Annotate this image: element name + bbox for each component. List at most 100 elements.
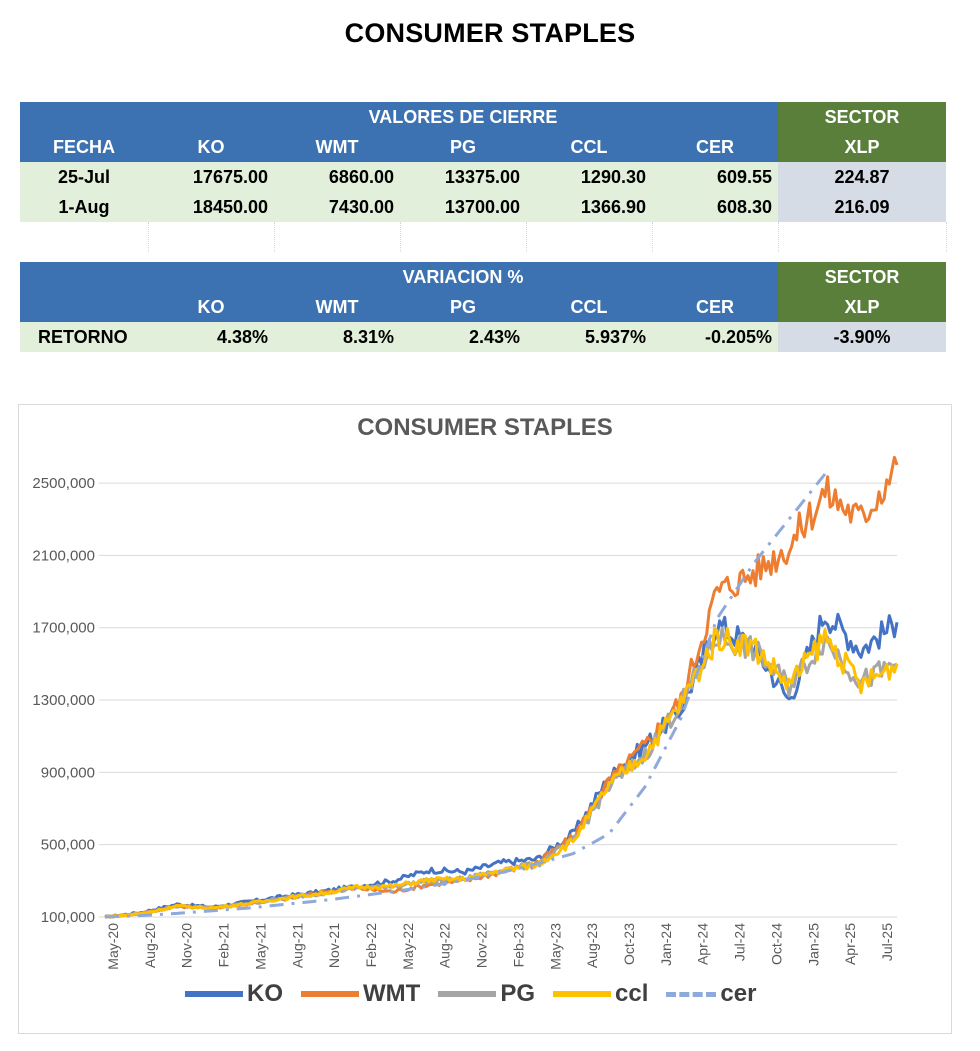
cell-xlp: 224.87 xyxy=(778,162,946,192)
chart-title: CONSUMER STAPLES xyxy=(357,414,613,441)
y-tick-label: 1300,000 xyxy=(32,692,95,709)
x-tick-label: Aug-23 xyxy=(584,923,600,968)
legend-swatch xyxy=(185,991,243,997)
legend-label: PG xyxy=(500,980,535,1007)
x-tick-label: May-20 xyxy=(105,923,121,970)
col-header-ccl: CCL xyxy=(526,292,652,322)
table-row: RETORNO 4.38% 8.31% 2.43% 5.937% -0.205%… xyxy=(20,322,947,352)
group-header-variacion: VARIACION % xyxy=(148,262,779,292)
cell-retorno-label: RETORNO xyxy=(20,322,148,352)
table-row: 25-Jul 17675.00 6860.00 13375.00 1290.30… xyxy=(20,162,946,192)
legend-item-wmt: WMT xyxy=(301,980,420,1008)
cell-cer: 608.30 xyxy=(652,192,778,222)
legend-item-ko: KO xyxy=(185,980,283,1008)
line-chart: CONSUMER STAPLES 100,000 500,000 900,000 130… xyxy=(32,414,899,970)
col-header-cer: CER xyxy=(652,292,779,322)
legend-swatch xyxy=(438,991,497,997)
cell-ccl: 1290.30 xyxy=(526,162,652,192)
legend-swatch xyxy=(666,991,717,997)
cell-xlp: 216.09 xyxy=(778,192,946,222)
cell-pg: 13375.00 xyxy=(400,162,526,192)
col-header-fecha: FECHA xyxy=(20,132,148,162)
cell-xlp: -3.90% xyxy=(778,322,947,352)
col-header-cer: CER xyxy=(652,132,778,162)
cell-ccl: 1366.90 xyxy=(526,192,652,222)
legend-swatch xyxy=(301,991,359,997)
cell-cer: 609.55 xyxy=(652,162,778,192)
x-tick-label: Aug-20 xyxy=(142,923,158,968)
legend-label: ccl xyxy=(615,980,649,1007)
group-header-valores: VALORES DE CIERRE xyxy=(148,102,778,132)
empty-cell xyxy=(148,222,275,252)
x-tick-label: Apr-25 xyxy=(842,923,858,965)
header-spacer xyxy=(20,262,148,292)
cell-ko: 17675.00 xyxy=(148,162,274,192)
sector-header: SECTOR xyxy=(778,262,947,292)
legend-item-pg: PG xyxy=(438,980,535,1008)
variation-table: VARIACION % SECTOR KO WMT PG CCL CER XLP… xyxy=(20,262,947,352)
col-header-wmt: WMT xyxy=(274,132,400,162)
y-tick-label: 2500,000 xyxy=(32,475,95,492)
y-tick-label: 2100,000 xyxy=(32,547,95,564)
x-tick-label: Feb-21 xyxy=(216,923,232,968)
x-tick-label: Aug-21 xyxy=(289,923,305,968)
col-header-xlp: XLP xyxy=(778,132,946,162)
cell-ko: 4.38% xyxy=(148,322,274,352)
x-tick-label: Feb-23 xyxy=(510,923,526,968)
chart-legend: KO WMT PG ccl cer xyxy=(185,980,774,1008)
cell-pg: 2.43% xyxy=(400,322,526,352)
x-tick-label: May-21 xyxy=(252,923,268,970)
empty-cell xyxy=(526,222,653,252)
y-tick-label: 900,000 xyxy=(41,764,95,781)
cell-wmt: 7430.00 xyxy=(274,192,400,222)
legend-item-cer: cer xyxy=(666,980,756,1008)
series-line-cer xyxy=(104,473,827,919)
cell-ccl: 5.937% xyxy=(526,322,652,352)
col-header-xlp: XLP xyxy=(778,292,947,322)
col-header-ccl: CCL xyxy=(526,132,652,162)
series-line-wmt xyxy=(104,455,899,919)
x-tick-label: Jan-25 xyxy=(805,923,821,966)
legend-label: cer xyxy=(720,980,757,1007)
x-tick-label: Apr-24 xyxy=(695,923,711,965)
y-tick-label: 100,000 xyxy=(41,909,95,926)
empty-cell xyxy=(274,222,401,252)
legend-label: WMT xyxy=(363,980,421,1007)
x-tick-label: Nov-21 xyxy=(326,923,342,968)
col-header-ko: KO xyxy=(148,292,274,322)
x-tick-label: Feb-22 xyxy=(363,923,379,968)
cell-fecha: 25-Jul xyxy=(20,162,148,192)
col-header-wmt: WMT xyxy=(274,292,400,322)
cell-cer: -0.205% xyxy=(652,322,779,352)
col-header-pg: PG xyxy=(400,292,526,322)
col-header-ko: KO xyxy=(148,132,274,162)
x-tick-label: Jul-24 xyxy=(732,923,748,961)
sector-header: SECTOR xyxy=(778,102,946,132)
x-tick-label: Oct-24 xyxy=(768,923,784,965)
x-tick-label: Nov-22 xyxy=(474,923,490,968)
empty-cell xyxy=(652,222,779,252)
y-tick-label: 1700,000 xyxy=(32,620,95,637)
x-tick-label: May-23 xyxy=(547,923,563,970)
empty-cell xyxy=(400,222,527,252)
page-title: CONSUMER STAPLES xyxy=(344,18,636,48)
x-tick-label: Nov-20 xyxy=(179,923,195,968)
x-tick-label: May-22 xyxy=(400,923,416,970)
cell-pg: 13700.00 xyxy=(400,192,526,222)
empty-cell xyxy=(20,222,149,252)
x-tick-label: Aug-22 xyxy=(437,923,453,968)
header-spacer xyxy=(20,102,148,132)
col-header-pg: PG xyxy=(400,132,526,162)
empty-cell xyxy=(778,222,947,252)
legend-label: KO xyxy=(247,980,283,1007)
closing-values-table: VALORES DE CIERRE SECTOR FECHA KO WMT PG… xyxy=(20,102,947,252)
legend-swatch xyxy=(553,991,611,997)
x-tick-label: Jul-25 xyxy=(879,923,895,961)
col-header-blank xyxy=(20,292,148,322)
cell-wmt: 6860.00 xyxy=(274,162,400,192)
cell-ko: 18450.00 xyxy=(148,192,274,222)
cell-wmt: 8.31% xyxy=(274,322,400,352)
x-tick-label: Jan-24 xyxy=(658,923,674,966)
cell-fecha: 1-Aug xyxy=(20,192,148,222)
x-tick-label: Oct-23 xyxy=(621,923,637,965)
